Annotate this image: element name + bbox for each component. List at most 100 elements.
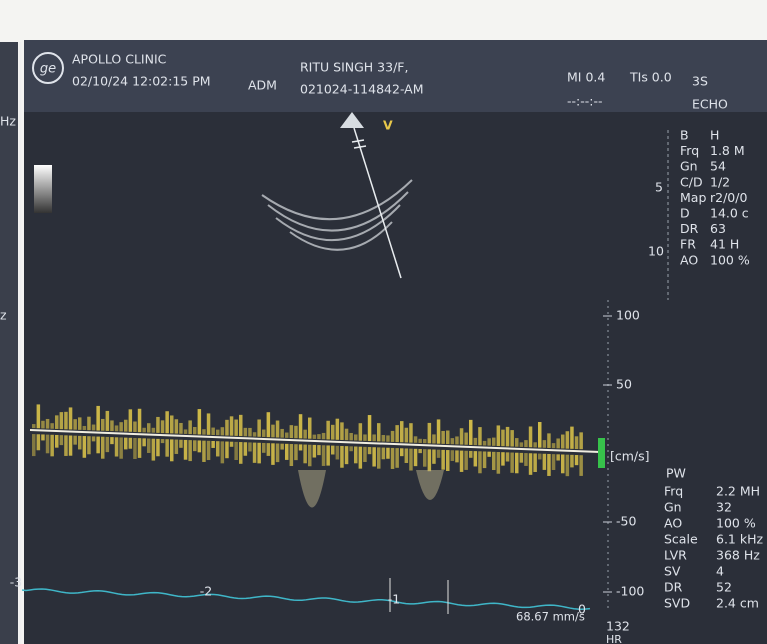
spectrum-down	[446, 450, 450, 471]
spectrum-up	[280, 428, 284, 438]
spectrum-down	[275, 443, 280, 463]
spectrum-down	[377, 447, 381, 469]
spectrum-down	[482, 451, 487, 469]
left-panel	[0, 42, 18, 644]
spectrum-up	[183, 429, 188, 434]
depth-mark: 5	[655, 180, 663, 195]
operator: ADM	[248, 78, 277, 93]
sample-gate	[353, 145, 367, 149]
spectrum-up	[289, 425, 294, 439]
param-label: Gn	[680, 159, 698, 174]
param-label: Map	[680, 190, 706, 205]
spectrum-down	[551, 454, 556, 470]
spectrum-up	[496, 425, 501, 447]
spectrum-down	[464, 450, 468, 470]
spectrum-down	[321, 445, 326, 466]
spectrum-down	[82, 436, 87, 458]
spectrum-up	[381, 435, 386, 442]
spectrum-down	[142, 438, 146, 447]
spectrum-down	[303, 444, 307, 464]
spectrum-up	[321, 432, 326, 440]
spectrum-down	[271, 443, 275, 465]
left-edge-label: Hz	[0, 114, 16, 129]
spectrum-up	[110, 420, 114, 432]
spectrum-down	[386, 447, 390, 459]
spectrum-down	[179, 439, 183, 448]
param-value: r2/0/0	[710, 190, 747, 205]
spectrum-up	[519, 442, 524, 447]
pw-title: PW	[666, 466, 686, 481]
baseline	[29, 429, 601, 453]
spectrum-down	[87, 436, 91, 455]
spectrum-down	[574, 455, 579, 466]
spectrum-down	[487, 451, 491, 457]
spectrum-up	[206, 413, 211, 435]
spectrum-down	[257, 442, 261, 464]
spectrum-up	[574, 436, 579, 450]
spectrum-up	[372, 434, 376, 442]
spectrum-up	[211, 427, 215, 436]
spectrum-plume	[416, 470, 444, 500]
spectrum-up	[229, 416, 234, 436]
spectrum-up	[32, 424, 36, 429]
spectrum-up	[216, 429, 220, 436]
spectrum-down	[55, 434, 59, 448]
spectrum-up	[551, 443, 556, 449]
spectrum-up	[390, 430, 395, 442]
spectrum-down	[298, 444, 303, 451]
param-value: 100 %	[710, 252, 750, 267]
spectrum-up	[436, 419, 441, 444]
spectrum-up	[326, 420, 330, 440]
spectrum-down	[147, 438, 151, 453]
spectrum-up	[156, 416, 160, 433]
spectrum-up	[482, 440, 487, 446]
tis: TIs 0.0	[629, 70, 672, 85]
param-label: AO	[680, 252, 698, 267]
spectrum-down	[533, 453, 537, 473]
spectrum-up	[308, 417, 312, 439]
spectrum-down	[133, 437, 137, 459]
spectrum-up	[45, 418, 50, 429]
spectrum-down	[326, 445, 330, 466]
spectrum-up	[358, 423, 363, 441]
probe-marker	[340, 112, 364, 128]
spectrum-up	[501, 429, 505, 447]
spectrum-down	[570, 454, 574, 468]
spectrum-up	[275, 420, 280, 438]
ge-logo	[32, 52, 64, 84]
spectrum-down	[556, 454, 560, 461]
depth-mark: 10	[648, 244, 664, 259]
spectrum-down	[404, 448, 409, 463]
spectrum-up	[197, 409, 202, 435]
echo-arc	[267, 191, 409, 232]
time-tick-label: 0	[578, 602, 586, 617]
spectrum-down	[390, 447, 395, 469]
spectrum-up	[147, 423, 151, 433]
spectrum-down	[73, 435, 77, 445]
spectrum-down	[160, 439, 165, 444]
spectrum-up	[257, 419, 261, 437]
spectrum-up	[202, 429, 206, 435]
spectrum-up	[400, 421, 404, 443]
spectrum-down	[317, 445, 321, 456]
spectrum-up	[423, 439, 427, 444]
spectrum-up	[377, 423, 381, 442]
spectrum-down	[547, 453, 551, 476]
param-value: 6.1 kHz	[716, 532, 763, 547]
spectrum-up	[312, 434, 317, 439]
spectrum-down	[193, 440, 197, 452]
spectrum-down	[266, 443, 271, 456]
spectrum-up	[36, 404, 41, 429]
spectrum-down	[68, 435, 73, 456]
param-label: DR	[680, 221, 699, 236]
spectrum-down	[252, 442, 257, 463]
spectrum-up	[570, 426, 574, 449]
spectrum-down	[413, 448, 418, 467]
spectrum-down	[170, 439, 174, 462]
spectrum-up	[174, 419, 179, 434]
spectrum-down	[280, 443, 284, 450]
spectrum-down	[349, 446, 353, 452]
spectrum-down	[294, 444, 298, 461]
spectrum-up	[133, 421, 137, 432]
spectrum-down	[492, 451, 496, 471]
